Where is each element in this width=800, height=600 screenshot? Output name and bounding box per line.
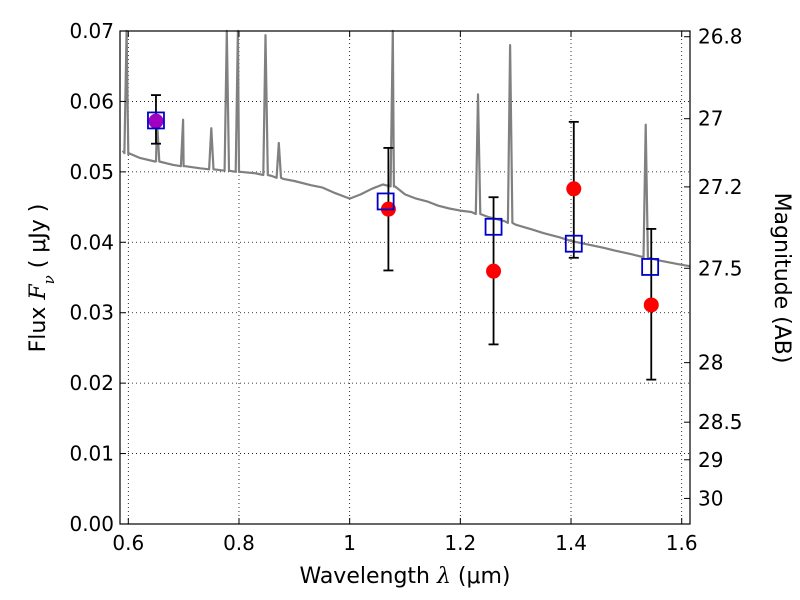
model-box-4	[641, 258, 660, 276]
plot-frame	[119, 30, 691, 525]
y2-tick-label-5: 28.5	[698, 410, 743, 434]
y-axis-label-subscript: ν	[40, 275, 58, 284]
model-box-0	[147, 111, 165, 130]
y-tick-label-3: 0.03	[69, 301, 114, 325]
y-tick-label-1: 0.01	[69, 442, 114, 466]
x-tick-label-5: 1.6	[666, 531, 698, 555]
y2-axis-ticks: 26.8 27 27.2 27.5 28 28.5 29 30	[684, 25, 743, 510]
sed-layer	[121, 29, 691, 268]
x-tick-label-2: 1	[343, 531, 356, 555]
y-tick-label-5: 0.05	[69, 160, 114, 184]
x-axis-label-symbol: λ	[436, 564, 451, 589]
y-tick-label-2: 0.02	[69, 371, 114, 395]
y2-tick-label-0: 26.8	[698, 25, 743, 49]
sed-curve	[121, 29, 691, 268]
x-axis-label: Wavelength λ (μm)	[299, 564, 510, 589]
x-tick-label-4: 1.4	[555, 531, 587, 555]
y-tick-label-7: 0.07	[69, 19, 114, 43]
observed-point-0	[148, 113, 164, 129]
y2-tick-label-1: 27	[698, 107, 723, 131]
y-axis-label-symbol: F	[26, 284, 51, 301]
model-photometry	[147, 111, 660, 276]
y-tick-label-4: 0.04	[69, 230, 114, 254]
x-axis-label-prefix: Wavelength	[299, 564, 437, 589]
y-axis-ticks: 0.00 0.01 0.02 0.03 0.04 0.05 0.06 0.07	[69, 19, 126, 536]
model-box-3	[564, 234, 583, 253]
y-axis-label: Flux Fν ( μJy )	[26, 204, 58, 353]
observed-point-4	[643, 297, 659, 313]
y2-tick-label-4: 28	[698, 351, 723, 375]
x-tick-label-1: 0.8	[223, 531, 255, 555]
x-axis-ticks: 0.6 0.8 1 1.2 1.4 1.6	[112, 31, 698, 555]
y2-tick-label-3: 27.5	[698, 256, 743, 280]
y2-axis-label: Magnitude (AB)	[769, 193, 794, 364]
x-tick-label-3: 1.2	[444, 531, 476, 555]
model-box-1	[376, 192, 395, 211]
y2-tick-label-6: 29	[698, 448, 723, 472]
y-axis-label-prefix: Flux	[26, 300, 51, 353]
y-axis-label-units: ( μJy )	[26, 204, 51, 276]
y-tick-label-0: 0.00	[69, 512, 114, 536]
plot-background	[120, 31, 690, 524]
observed-point-2	[486, 263, 502, 279]
x-axis-label-units: (μm)	[451, 564, 511, 589]
y2-tick-label-7: 30	[698, 486, 723, 510]
grid	[120, 31, 690, 524]
x-tick-label-0: 0.6	[112, 531, 144, 555]
y2-tick-label-2: 27.2	[698, 175, 743, 199]
observed-point-3	[566, 181, 582, 197]
y-tick-label-6: 0.06	[69, 89, 114, 113]
model-box-2	[484, 217, 503, 236]
